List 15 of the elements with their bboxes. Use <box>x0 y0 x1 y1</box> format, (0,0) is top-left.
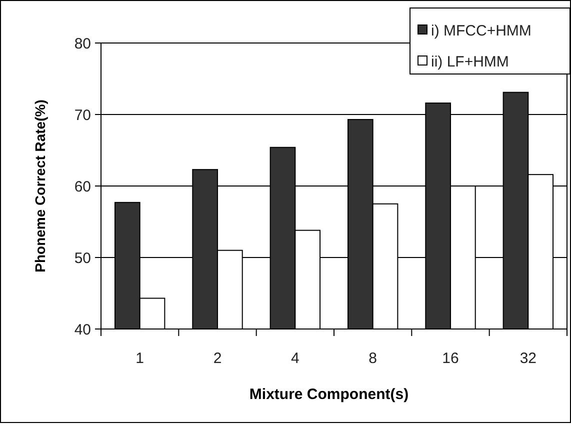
x-tick-label: 16 <box>442 350 459 367</box>
y-tick-label: 50 <box>74 250 91 267</box>
y-tick-label: 80 <box>74 35 91 52</box>
x-tick-label: 4 <box>290 350 300 367</box>
x-tick-label: 32 <box>520 350 537 367</box>
x-axis-title: Mixture Component(s) <box>249 386 409 403</box>
y-tick-label: 40 <box>74 321 91 338</box>
y-tick-label: 70 <box>74 106 91 124</box>
legend-label: ii) LF+HMM <box>431 53 509 70</box>
legend-label: i) MFCC+HMM <box>431 22 532 40</box>
y-axis-title: Phoneme Correct Rate(%) <box>32 100 48 272</box>
x-tick-label: 8 <box>368 350 378 367</box>
y-tick-label: 60 <box>74 178 91 196</box>
x-tick-label: 1 <box>136 350 144 367</box>
x-tick-label: 2 <box>213 350 222 367</box>
